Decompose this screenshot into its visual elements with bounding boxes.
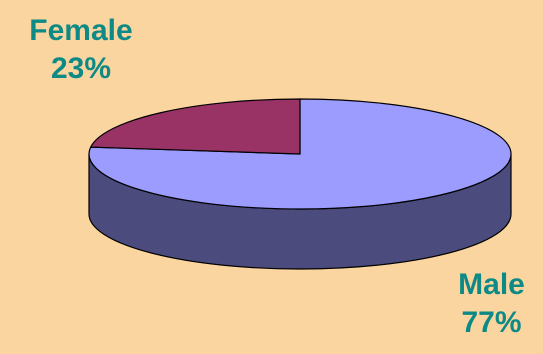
- female-name-label: Female: [29, 14, 133, 47]
- male-slice: [88, 98, 512, 210]
- male-name-label: Male: [458, 268, 525, 301]
- female-slice: [90, 98, 301, 155]
- female-slice-label: Female 23%: [6, 12, 156, 88]
- male-percent-label: 77%: [461, 306, 522, 339]
- female-percent-label: 23%: [50, 52, 112, 85]
- male-slice-label: Male 77%: [440, 266, 543, 342]
